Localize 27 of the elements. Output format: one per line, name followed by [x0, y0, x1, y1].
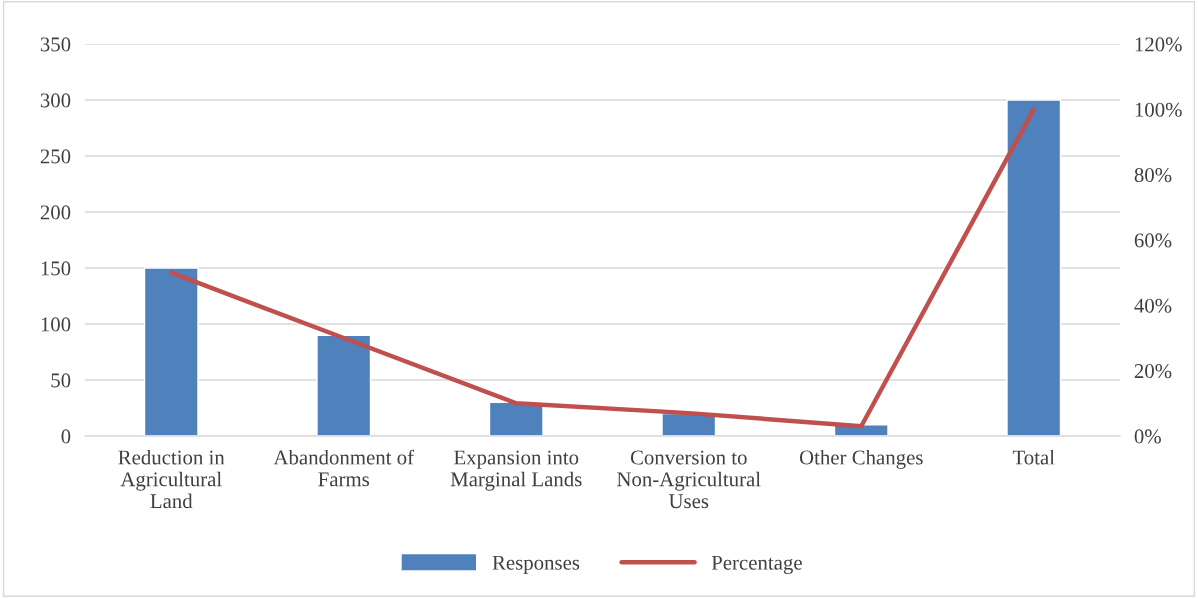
- legend-label: Percentage: [711, 555, 802, 575]
- y-tick-label: 200: [40, 205, 71, 220]
- y-tick-label: 350: [40, 37, 71, 52]
- y2-tick-label: 0%: [1134, 429, 1161, 444]
- y2-tick-label: 80%: [1134, 168, 1172, 183]
- legend-label: Responses: [492, 555, 580, 574]
- x-tick-label: Expansion into Marginal Lands: [450, 450, 582, 491]
- y-tick-label: 0: [61, 429, 71, 444]
- bar: [1006, 99, 1062, 436]
- x-tick-label: Conversion to Non-Agricultural Uses: [617, 450, 761, 509]
- x-tick-label: Reduction in Agricultural Land: [118, 449, 225, 509]
- y-tick-label: 100: [41, 317, 71, 332]
- x-tick-label: Total: [1012, 449, 1055, 465]
- y2-tick-label: 120%: [1135, 37, 1182, 52]
- x-tick-label: Abandonment of Farms: [273, 449, 415, 487]
- y2-tick-label: 60%: [1134, 233, 1172, 248]
- bar: [316, 334, 372, 436]
- y-tick-label: 300: [40, 93, 71, 108]
- y-tick-label: 50: [51, 373, 71, 388]
- x-tick-label: Other Changes: [799, 449, 923, 469]
- y-tick-label: 150: [41, 261, 71, 276]
- y-tick-label: 250: [40, 149, 71, 164]
- y2-tick-label: 20%: [1134, 364, 1172, 379]
- y2-tick-label: 100%: [1135, 102, 1182, 117]
- line-series: [169, 107, 1036, 429]
- bar: [143, 267, 199, 436]
- y2-tick-label: 40%: [1134, 298, 1172, 313]
